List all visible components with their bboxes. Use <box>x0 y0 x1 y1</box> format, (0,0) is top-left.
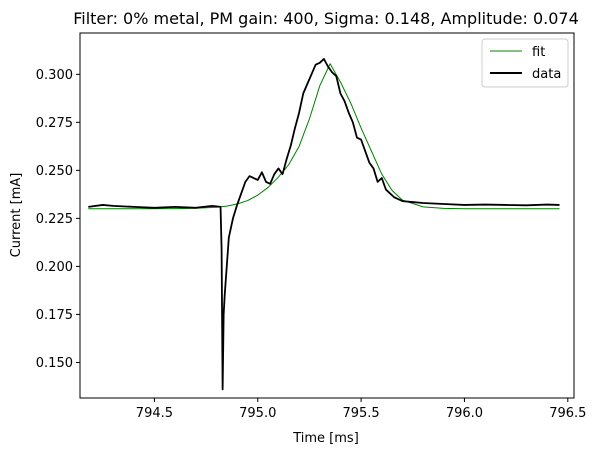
x-axis-label: Time [ms] <box>292 431 359 446</box>
y-tick-label: 0.275 <box>36 116 73 131</box>
x-axis-ticks: 794.5 795.0 795.5 796.0 796.5 <box>136 398 586 421</box>
series-line-data <box>88 58 560 391</box>
y-tick-label: 0.200 <box>36 260 73 275</box>
y-axis-label: Current [mA] <box>9 173 24 258</box>
y-tick-label: 0.150 <box>36 356 73 371</box>
x-tick-label: 794.5 <box>136 406 173 421</box>
plot-frame <box>79 32 575 399</box>
legend-data-label: data <box>532 67 561 82</box>
legend-fit-label: fit <box>532 45 545 60</box>
y-tick-label: 0.225 <box>36 212 73 227</box>
y-tick-label: 0.175 <box>36 308 73 323</box>
y-tick-label: 0.300 <box>36 68 73 83</box>
y-axis-ticks: 0.150 0.175 0.200 0.225 0.250 0.275 0.300 <box>36 68 80 371</box>
chart-title: Filter: 0% metal, PM gain: 400, Sigma: 0… <box>73 9 579 28</box>
legend: fit data <box>481 38 569 88</box>
x-tick-label: 795.0 <box>239 406 276 421</box>
y-tick-label: 0.250 <box>36 164 73 179</box>
series-line-fit <box>88 63 560 210</box>
x-tick-label: 795.5 <box>342 406 379 421</box>
x-tick-label: 796.5 <box>549 406 586 421</box>
series-layer <box>88 58 560 391</box>
x-tick-label: 796.0 <box>446 406 483 421</box>
